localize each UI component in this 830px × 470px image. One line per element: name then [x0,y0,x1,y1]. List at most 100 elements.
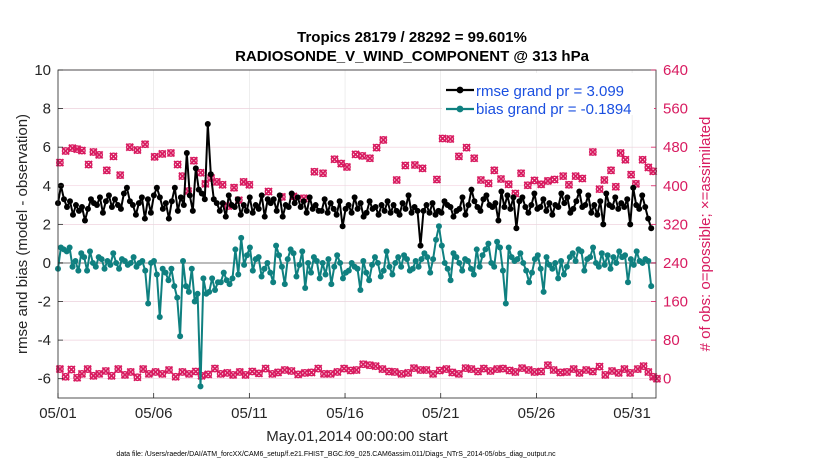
bias-point [537,265,544,272]
obs-marker-top [401,161,410,170]
rmse-point [561,200,568,207]
rmse-point [150,192,157,199]
bias-point [497,244,504,251]
obs-marker-bottom [390,367,399,377]
rmse-point [120,190,127,197]
bias-point [604,252,611,259]
y-right-axis-label: # of obs: o=possible; ×=assimilated [697,117,714,352]
bias-point [505,244,512,251]
rmse-series [55,121,655,249]
bias-point [403,256,410,263]
rmse-point [648,225,655,232]
bias-point [465,258,472,265]
bias-point [415,263,422,270]
obs-o-ring [588,367,597,376]
rmse-point [102,198,109,205]
bias-point [581,267,588,274]
bias-point [444,265,451,272]
obs-o-ring [504,180,513,189]
rmse-point [375,211,382,218]
rmse-point [588,209,595,216]
rmse-point [198,190,205,197]
obs-o-ring [523,181,532,190]
obs-marker-bottom [151,367,160,377]
rmse-point [111,196,118,203]
obs-o-ring [102,166,111,175]
bias-point [177,333,184,340]
bias-point [377,273,384,280]
rmse-point [372,203,379,210]
x-axis-label: May.01,2014 00:00:00 start [266,428,448,445]
bias-point [188,265,195,272]
legend-bias-marker [456,105,464,113]
obs-o-ring [343,163,351,171]
rmse-point [117,205,124,212]
obs-marker-top [432,175,442,184]
bias-point [75,267,82,274]
rmse-point [408,209,415,216]
rmse-point [129,202,136,209]
bias-point [217,279,224,286]
bias-point [273,242,280,249]
obs-o-ring [484,179,493,188]
rmse-point [573,198,580,205]
obs-marker-top [496,174,506,184]
rmse-point [222,213,229,220]
rmse-point [255,205,262,212]
bias-point [86,248,93,255]
bias-point [107,261,114,268]
obs-marker-top [166,148,176,158]
rmse-point [153,184,160,191]
bias-point [235,271,242,278]
rmse-point [423,202,430,209]
rmse-point [462,211,469,218]
bias-point [246,244,253,251]
rmse-point [537,203,544,210]
obs-marker-top [109,152,118,161]
bias-point [494,238,501,245]
bias-point [305,259,312,266]
obs-o-ring [319,169,327,178]
obs-o-ring [499,364,507,373]
bias-point [241,261,248,268]
obs-marker-top [150,152,159,161]
rmse-point [345,202,352,209]
bias-point [156,313,163,320]
obs-o-ring [107,371,116,380]
rmse-point [504,192,511,199]
rmse-point [237,211,244,218]
rmse-point [591,202,598,209]
obs-o-ring [158,150,167,158]
obs-o-ring [310,167,319,176]
rmse-point [330,205,337,212]
obs-o-ring [638,155,647,164]
bias-point [430,256,437,263]
rmse-point [123,184,130,191]
rmse-point [78,203,85,210]
obs-o-ring [454,152,463,161]
obs-o-ring [255,369,263,378]
obs-marker-top [365,154,375,163]
obs-marker-bottom [307,368,316,377]
obs-marker-bottom [171,372,180,381]
obs-o-ring [621,155,630,164]
bias-point [313,258,320,265]
obs-marker-top [55,158,65,167]
bias-point [627,256,634,263]
obs-marker-top [476,175,486,185]
x-tick-label: 05/01 [39,405,77,422]
y-right-tick-label: 320 [663,216,688,233]
rmse-point [72,202,79,209]
obs-o-ring [530,176,539,185]
obs-o-ring [611,182,620,191]
rmse-point [93,202,100,209]
obs-o-ring [404,369,413,377]
bias-point [261,265,268,272]
rmse-point [183,149,190,156]
bias-point [514,256,521,263]
obs-marker-bottom [164,365,174,375]
obs-marker-top [372,143,381,152]
bias-point [264,259,271,266]
obs-marker-top [310,167,319,176]
y-left-tick-label: -4 [38,332,51,349]
